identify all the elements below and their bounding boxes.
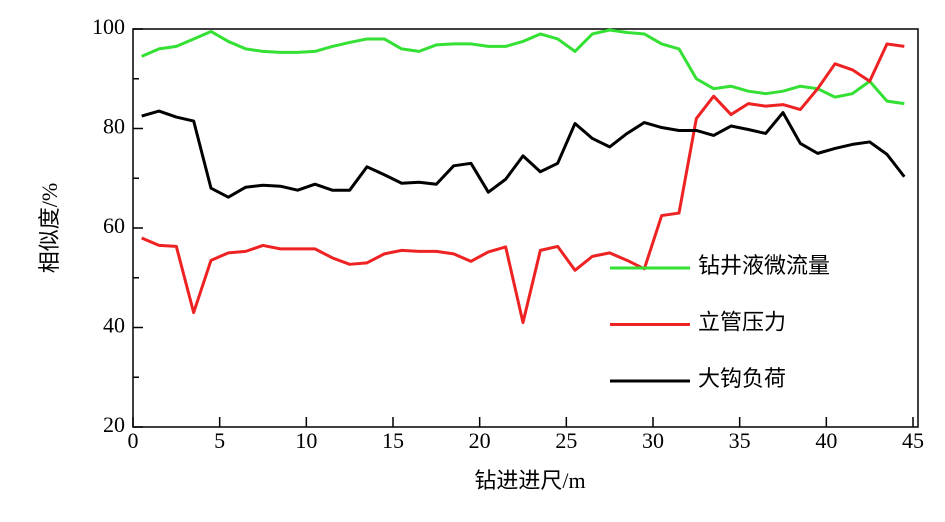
y-tick-label: 80 [103,114,125,139]
data-line [141,109,906,199]
legend-label: 钻井液微流量 [698,253,830,278]
y-tick-label: 40 [103,313,125,338]
x-tick-label: 40 [815,428,837,453]
x-tick-label: 35 [729,428,751,453]
y-axis-label: 相似度/% [37,183,62,273]
plot-frame [132,28,919,428]
x-tick-label: 5 [214,428,225,453]
data-line [141,42,905,325]
x-tick-label: 20 [469,428,491,453]
y-tick-label: 60 [103,213,125,238]
legend-label: 大钩负荷 [698,366,786,391]
x-tick-label: 30 [642,428,664,453]
data-line [141,28,905,106]
x-tick-label: 45 [902,428,924,453]
y-tick-label: 100 [92,14,125,39]
x-tick-label: 0 [128,428,139,453]
legend-label: 立管压力 [698,310,786,335]
y-tick-label: 20 [103,412,125,437]
x-axis-label: 钻进进尺/m [474,468,585,493]
x-tick-label: 25 [555,428,577,453]
x-tick-label: 15 [382,428,404,453]
x-tick-label: 10 [295,428,317,453]
